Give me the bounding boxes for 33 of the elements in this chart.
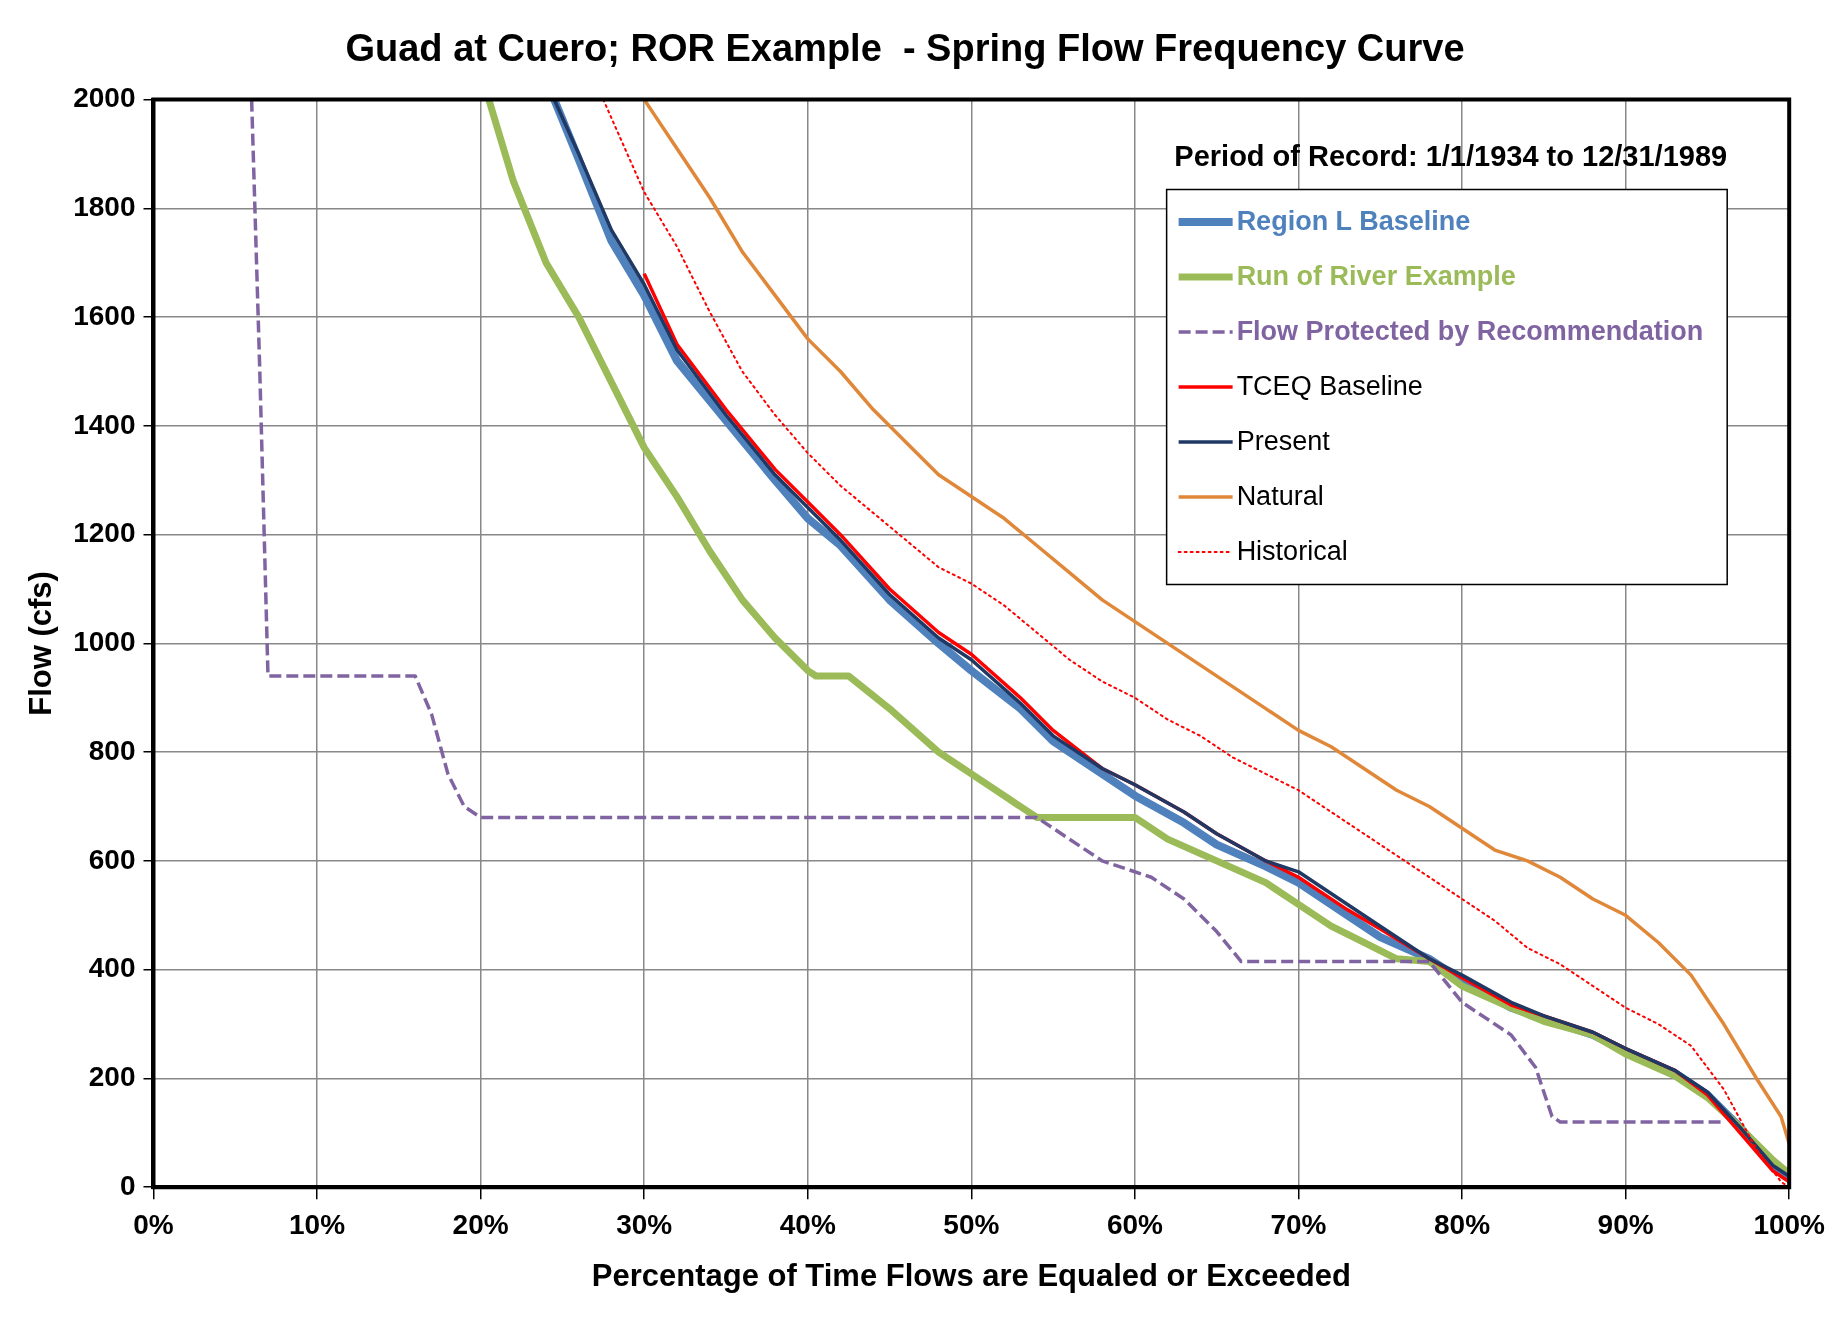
y-tick-label: 1000 xyxy=(73,626,136,658)
legend-label: TCEQ Baseline xyxy=(1236,370,1423,401)
x-tick-label: 30% xyxy=(616,1208,673,1240)
x-axis-title: Percentage of Time Flows are Equaled or Exceeded xyxy=(591,1257,1351,1293)
legend-label: Region L Baseline xyxy=(1236,205,1471,236)
x-tick-label: 60% xyxy=(1106,1208,1164,1240)
y-tick-label: 1400 xyxy=(73,408,136,440)
x-tick-label: 100% xyxy=(1753,1208,1826,1240)
x-tick-label: 10% xyxy=(289,1208,346,1240)
x-tick-label: 80% xyxy=(1434,1208,1491,1240)
x-tick-label: 90% xyxy=(1597,1208,1654,1240)
y-tick-label: 600 xyxy=(88,843,136,875)
x-tick-label: 20% xyxy=(452,1208,509,1240)
legend-label: Flow Protected by Recommendation xyxy=(1236,315,1704,346)
x-tick-label: 70% xyxy=(1270,1208,1327,1240)
x-tick-label: 50% xyxy=(943,1208,1000,1240)
y-axis-title: Flow (cfs) xyxy=(23,571,59,716)
y-tick-label: 1200 xyxy=(73,517,136,549)
y-tick-label: 0 xyxy=(119,1169,136,1201)
y-tick-label: 200 xyxy=(88,1061,136,1093)
y-tick-label: 1600 xyxy=(73,299,136,331)
x-tick-label: 40% xyxy=(779,1208,836,1240)
legend-label: Natural xyxy=(1236,480,1324,511)
legend-label: Historical xyxy=(1236,535,1348,566)
chart-title: Guad at Cuero; ROR Example - Spring Flow Frequency Curve xyxy=(345,27,1465,70)
y-tick-label: 1800 xyxy=(73,191,136,223)
legend-label: Present xyxy=(1236,425,1331,456)
legend-title: Period of Record: 1/1/1934 to 12/31/1989 xyxy=(1174,139,1728,172)
legend-label: Run of River Example xyxy=(1236,260,1516,291)
x-tick-label: 0% xyxy=(133,1208,174,1240)
y-tick-label: 2000 xyxy=(73,82,136,114)
y-tick-label: 400 xyxy=(88,952,136,984)
y-tick-label: 800 xyxy=(88,734,136,766)
